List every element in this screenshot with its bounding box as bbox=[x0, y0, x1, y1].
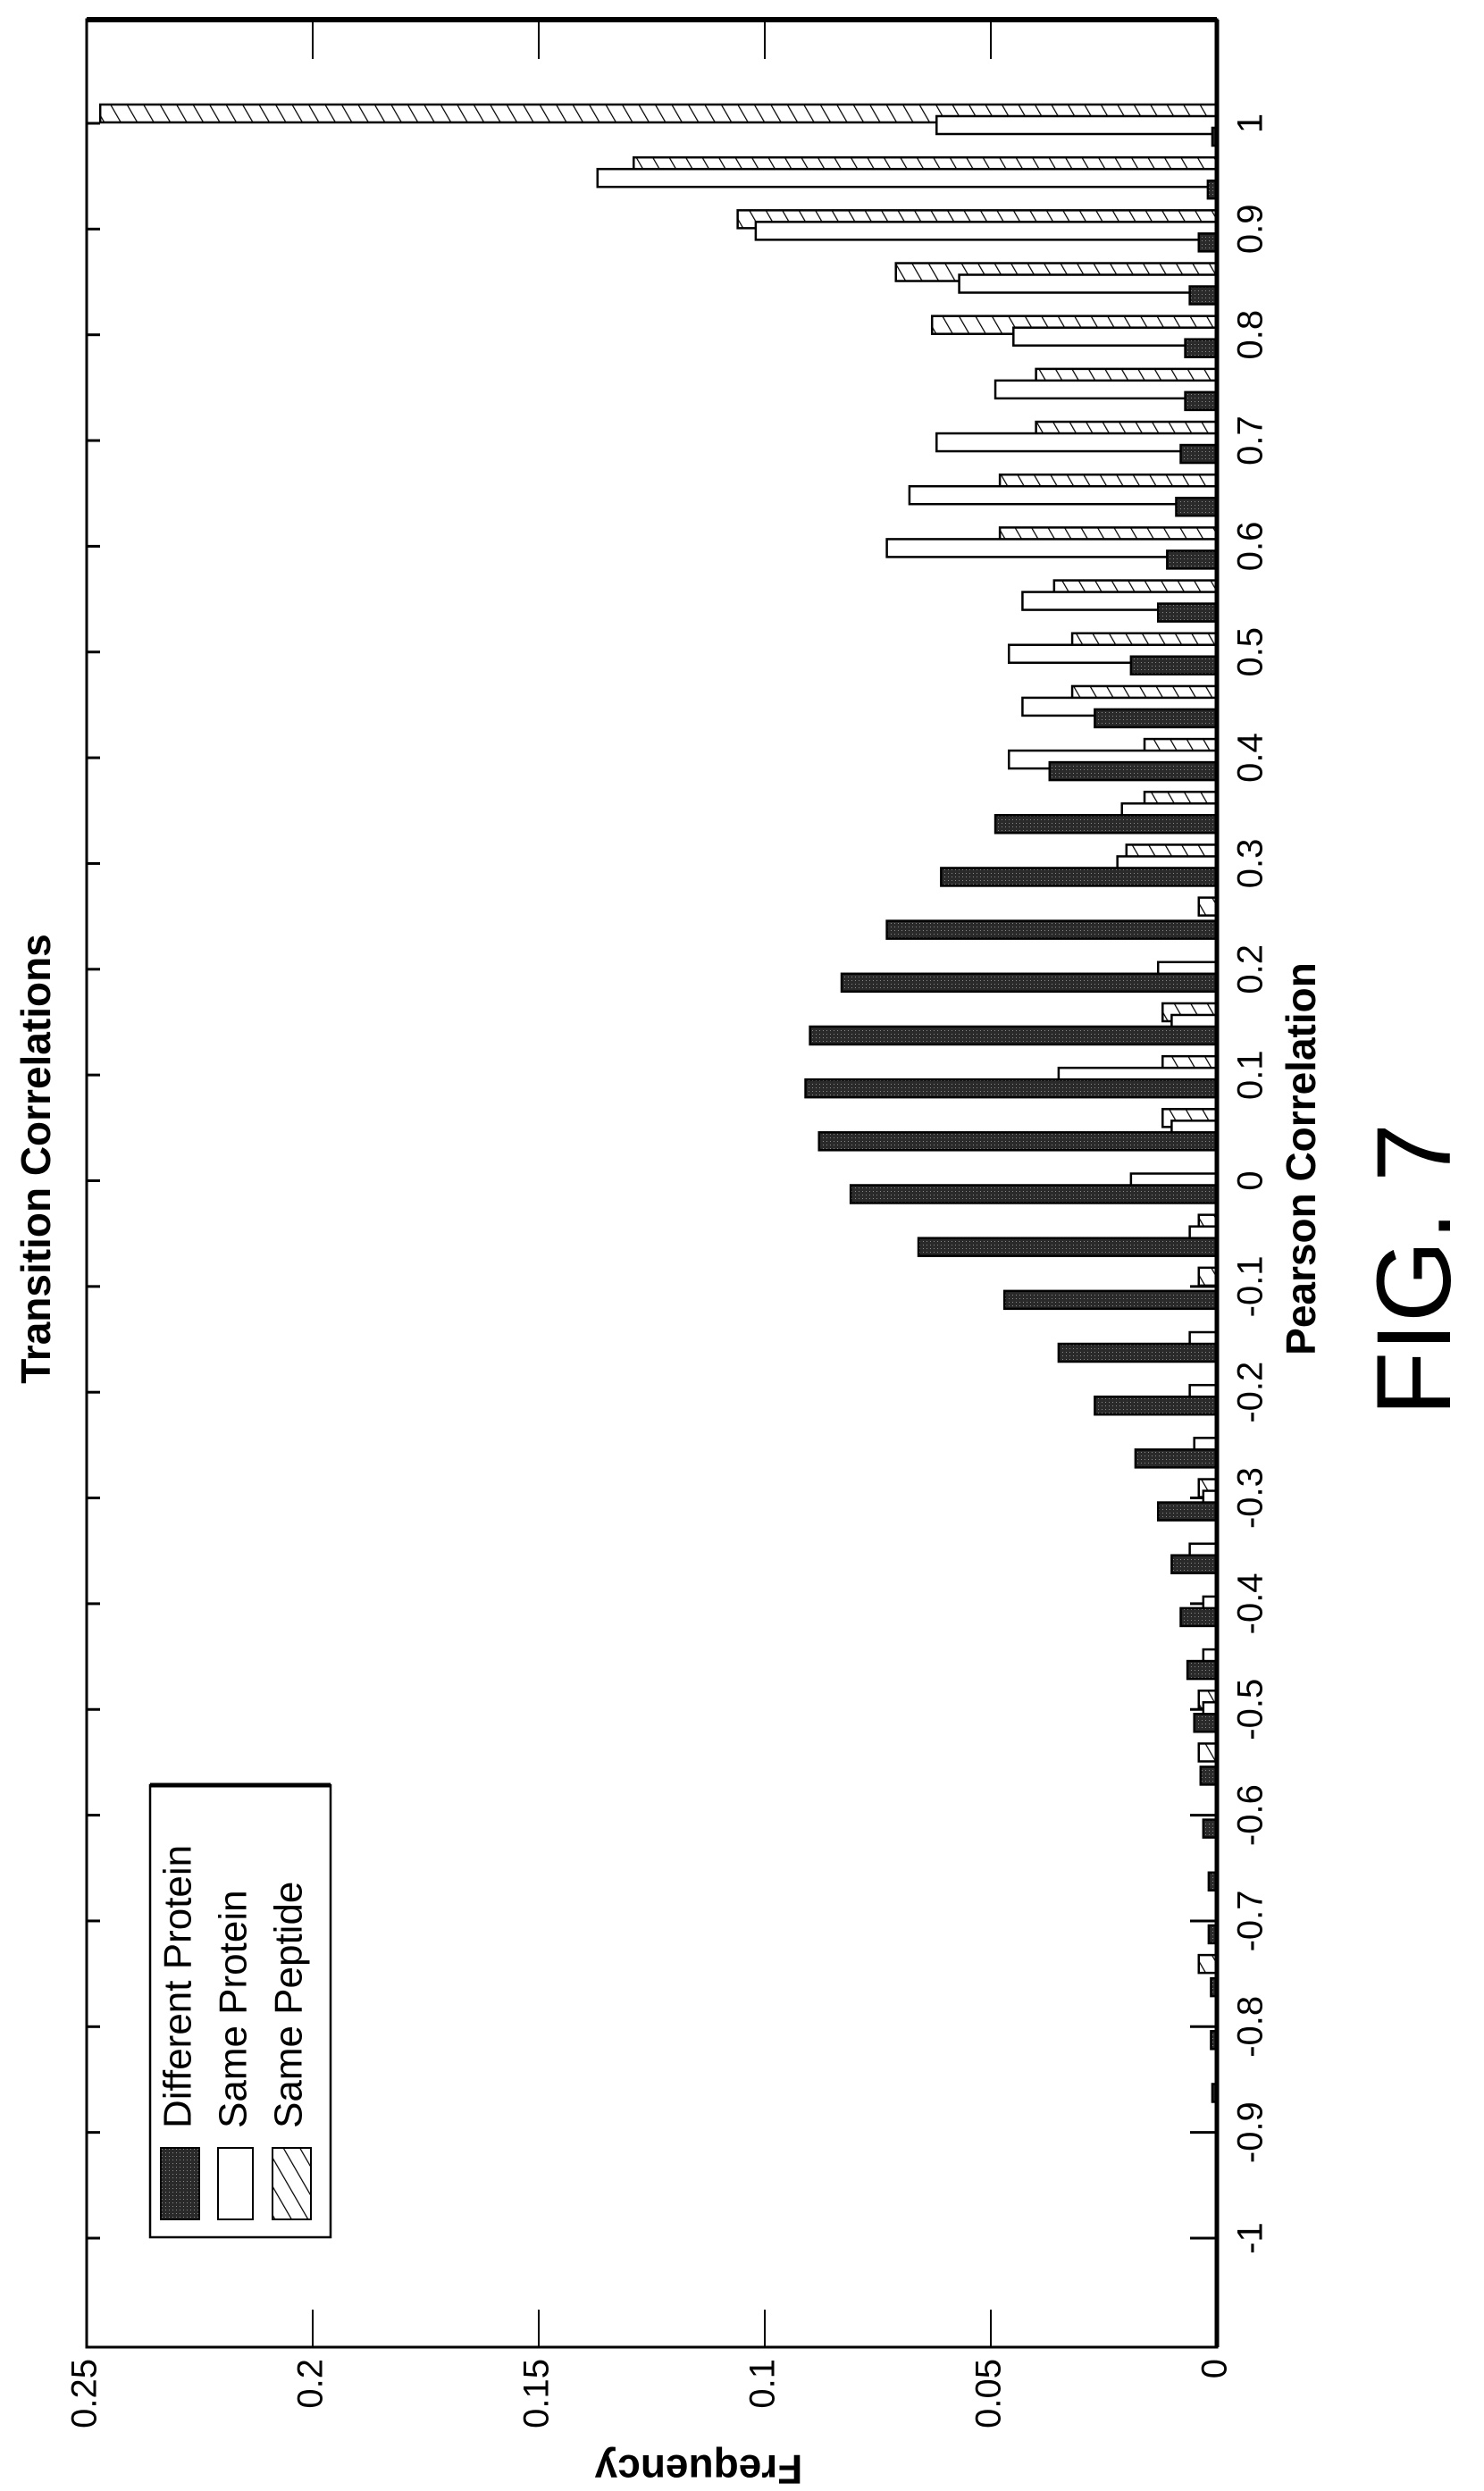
y-axis-label: Frequency bbox=[594, 2446, 802, 2491]
bar-different-protein bbox=[1158, 1503, 1217, 1521]
y-tick-label: 0.15 bbox=[517, 2359, 557, 2428]
legend-label-same-protein: Same Protein bbox=[212, 1890, 256, 2128]
bar-same-peptide bbox=[1199, 1743, 1217, 1761]
bar-different-protein bbox=[1187, 1661, 1217, 1679]
y-tick-label: 0.2 bbox=[291, 2359, 331, 2409]
x-tick-label: -0.7 bbox=[1231, 1890, 1270, 1951]
bar-same-protein bbox=[910, 486, 1217, 504]
bar-different-protein bbox=[1181, 445, 1217, 463]
bar-different-protein bbox=[1136, 1449, 1217, 1467]
bar-different-protein bbox=[1176, 498, 1217, 516]
transition-correlations-chart: -1 -0.9 -0.8 -0.7 -0.6 -0.5 -0.4 -0.3 -0.2 -0.1 0 0… bbox=[0, 0, 1484, 2491]
bar-different-protein bbox=[1004, 1291, 1217, 1309]
bar-different-protein bbox=[918, 1238, 1217, 1256]
bar-different-protein bbox=[1094, 1396, 1217, 1414]
bar-same-protein bbox=[936, 433, 1217, 451]
bar-different-protein bbox=[806, 1079, 1217, 1097]
x-tick-label: 0.5 bbox=[1231, 627, 1270, 677]
bar-different-protein bbox=[1059, 1344, 1217, 1362]
bar-different-protein bbox=[819, 1132, 1217, 1150]
legend-label-same-peptide: Same Peptide bbox=[267, 1882, 311, 2128]
bar-same-protein bbox=[756, 222, 1217, 239]
x-tick-label: 0 bbox=[1231, 1170, 1270, 1190]
x-tick-label: 0.9 bbox=[1231, 205, 1270, 255]
bar-same-protein bbox=[598, 169, 1217, 187]
x-tick-label: 0.4 bbox=[1231, 733, 1270, 783]
bar-different-protein bbox=[1186, 340, 1217, 357]
x-tick-label: 0.6 bbox=[1231, 522, 1270, 572]
bar-different-protein bbox=[810, 1027, 1217, 1044]
x-tick-label: 0.1 bbox=[1231, 1050, 1270, 1100]
legend: Different Protein Same Protein Same Pept… bbox=[150, 1785, 331, 2237]
bar-different-protein bbox=[1199, 233, 1217, 251]
x-tick-label: -0.9 bbox=[1231, 2101, 1270, 2163]
legend-swatch-same-peptide bbox=[272, 2148, 311, 2219]
bar-same-protein bbox=[960, 275, 1217, 293]
x-tick-label: 0.8 bbox=[1231, 310, 1270, 360]
legend-swatch-same-protein bbox=[218, 2148, 253, 2219]
x-tick-label: -0.4 bbox=[1231, 1573, 1270, 1634]
bar-same-peptide bbox=[1199, 898, 1217, 916]
bar-same-peptide bbox=[1199, 1955, 1217, 1973]
bar-different-protein bbox=[995, 815, 1217, 833]
figure-label: FIG. 7 bbox=[1355, 1123, 1473, 1416]
bar-different-protein bbox=[1050, 762, 1217, 780]
x-tick-label: 0.2 bbox=[1231, 944, 1270, 994]
x-tick-label: -0.5 bbox=[1231, 1679, 1270, 1740]
bar-same-protein bbox=[936, 116, 1217, 134]
y-tick-label: 0.25 bbox=[65, 2359, 105, 2428]
y-tick-label: 0.1 bbox=[743, 2359, 783, 2409]
y-tick-label: 0 bbox=[1195, 2359, 1235, 2378]
x-tick-label: -0.8 bbox=[1231, 1996, 1270, 2058]
legend-swatch-different-protein bbox=[161, 2148, 199, 2219]
bar-different-protein bbox=[842, 974, 1217, 992]
bar-different-protein bbox=[1167, 550, 1217, 568]
bar-different-protein bbox=[1094, 709, 1217, 727]
x-tick-label: -1 bbox=[1231, 2222, 1270, 2254]
x-tick-label: 0.7 bbox=[1231, 415, 1270, 465]
x-tick-label: -0.2 bbox=[1231, 1362, 1270, 1423]
legend-label-different-protein: Different Protein bbox=[156, 1845, 200, 2128]
x-tick-label: -0.6 bbox=[1231, 1784, 1270, 1846]
bar-different-protein bbox=[1201, 1766, 1217, 1784]
bar-different-protein bbox=[1171, 1556, 1217, 1573]
x-tick-label: 0.3 bbox=[1231, 839, 1270, 889]
bar-same-protein bbox=[995, 381, 1217, 398]
bar-different-protein bbox=[941, 868, 1217, 885]
bar-different-protein bbox=[1131, 657, 1217, 675]
x-tick-label: -0.1 bbox=[1231, 1255, 1270, 1317]
bar-different-protein bbox=[1195, 1714, 1217, 1732]
bar-different-protein bbox=[1181, 1608, 1217, 1626]
chart-title: Transition Correlations bbox=[13, 934, 59, 1384]
y-tick-label: 0.05 bbox=[969, 2359, 1009, 2428]
x-tick-label: 1 bbox=[1231, 113, 1270, 133]
bar-different-protein bbox=[1186, 392, 1217, 410]
bar-same-peptide bbox=[1199, 1268, 1217, 1286]
bar-different-protein bbox=[1158, 604, 1217, 622]
x-tick-label: -0.3 bbox=[1231, 1467, 1270, 1529]
bar-different-protein bbox=[851, 1186, 1217, 1204]
bar-different-protein bbox=[887, 921, 1217, 939]
bar-different-protein bbox=[1190, 287, 1217, 305]
x-axis-label: Pearson Correlation bbox=[1278, 962, 1324, 1355]
